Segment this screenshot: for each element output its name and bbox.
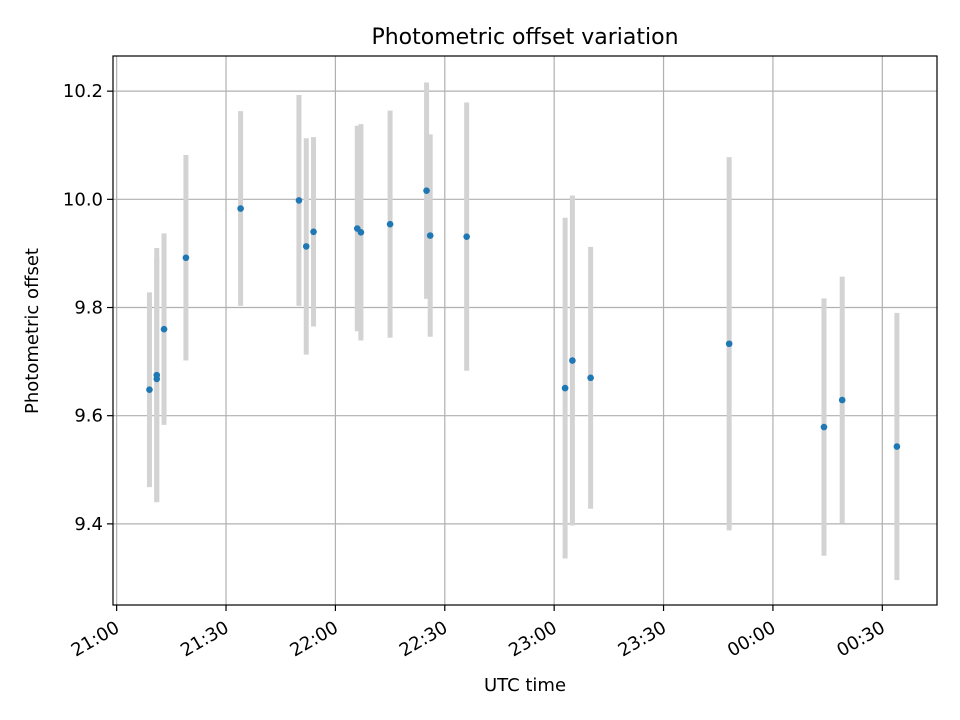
data-point xyxy=(146,386,153,394)
y-axis-ticks: 9.4 9.6 9.8 10.0 10.2 xyxy=(63,81,113,535)
data-point xyxy=(295,197,303,204)
y-tick-label: 10.0 xyxy=(63,189,103,210)
grid-lines xyxy=(113,56,937,605)
data-point xyxy=(426,232,434,239)
data-point xyxy=(463,233,470,240)
data-point xyxy=(893,443,901,450)
data-points xyxy=(146,187,901,450)
y-tick-label: 9.4 xyxy=(74,514,103,535)
data-point xyxy=(561,384,569,392)
data-point xyxy=(820,423,828,431)
data-point xyxy=(357,229,365,236)
data-point xyxy=(237,205,244,212)
data-point xyxy=(569,357,576,364)
data-point xyxy=(182,254,190,262)
data-point xyxy=(587,374,594,382)
data-point xyxy=(423,187,430,194)
data-point xyxy=(725,340,733,348)
data-point xyxy=(302,243,310,250)
y-axis-label: Photometric offset xyxy=(22,248,43,414)
data-point xyxy=(386,220,394,228)
data-point xyxy=(310,228,317,236)
data-point xyxy=(838,396,846,404)
y-tick-label: 10.2 xyxy=(63,81,103,102)
y-tick-label: 9.8 xyxy=(74,298,103,319)
chart-title: Photometric offset variation xyxy=(371,25,678,50)
plot-frame xyxy=(112,55,938,606)
x-axis-label: UTC time xyxy=(484,675,566,696)
data-point xyxy=(153,375,161,383)
data-point xyxy=(160,325,168,333)
y-tick-label: 9.6 xyxy=(74,406,103,427)
